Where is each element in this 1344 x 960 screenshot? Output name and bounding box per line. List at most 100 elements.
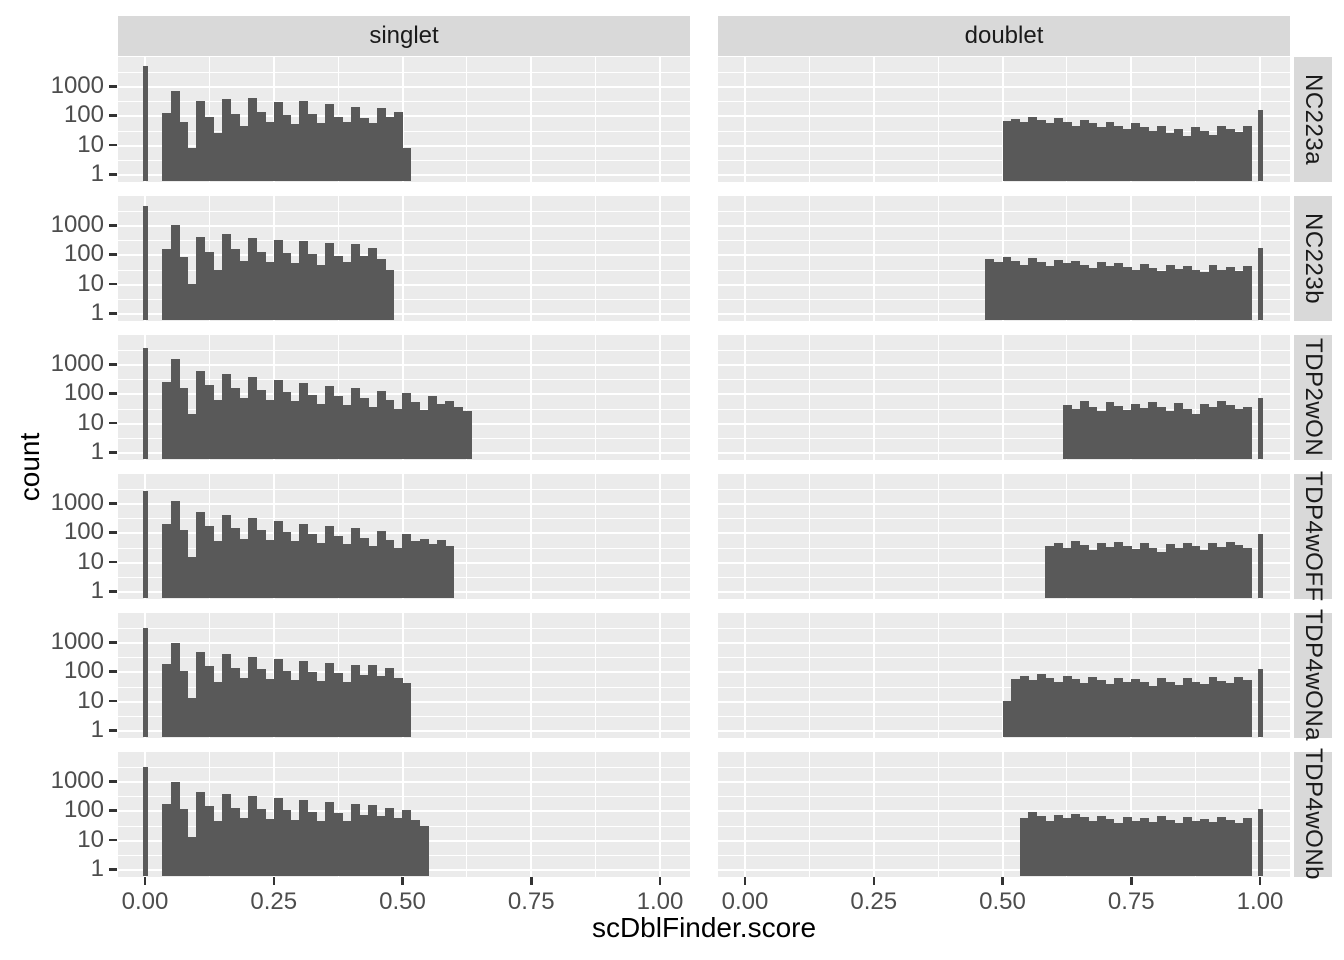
histogram-bar: [1156, 551, 1166, 598]
histogram-bar: [1174, 268, 1184, 320]
histogram-bar: [993, 262, 1003, 320]
gridline-major: [718, 115, 1290, 118]
facet-strip-TDP2wON: TDP2wON: [1294, 335, 1332, 460]
gridline-minor: [718, 686, 1290, 688]
y-tick-mark: [109, 670, 117, 673]
histogram-bar: [1045, 123, 1055, 181]
histogram-bar: [325, 662, 335, 737]
gridline-minor: [595, 57, 597, 182]
histogram-bar: [1105, 546, 1115, 598]
histogram-bar: [350, 804, 360, 876]
histogram-bar: [333, 536, 343, 598]
gridline-minor: [1195, 57, 1197, 182]
histogram-bar: [350, 244, 360, 320]
histogram-bar: [162, 523, 172, 598]
histogram-bar: [265, 262, 275, 320]
histogram-bar: [1019, 264, 1029, 320]
histogram-bar: [187, 147, 197, 181]
histogram-bar: [1225, 128, 1235, 181]
y-tick-label: 100: [63, 518, 104, 546]
histogram-bar: [205, 806, 215, 876]
y-tick-label: 1000: [50, 211, 104, 239]
histogram-bar: [299, 800, 309, 876]
gridline-major: [118, 254, 690, 257]
x-tick-label: 0.00: [721, 888, 769, 915]
gridline-major: [872, 57, 875, 182]
histogram-bar: [282, 670, 292, 737]
histogram-bar: [308, 811, 318, 876]
x-tick-label: 0.75: [507, 888, 555, 915]
histogram-bar: [1148, 130, 1158, 181]
panel-TDP2wON-doublet: [718, 335, 1290, 460]
histogram-bar: [196, 236, 206, 320]
x-tick-label: 0.50: [379, 888, 426, 915]
histogram-bar: [1242, 266, 1252, 320]
histogram-bar: [1157, 406, 1166, 459]
histogram-bar: [1165, 411, 1175, 459]
histogram-bar: [1011, 260, 1021, 320]
gridline-minor: [808, 196, 810, 321]
y-tick-mark: [109, 590, 117, 593]
histogram-bar: [350, 388, 360, 459]
y-tick-label: 1000: [50, 72, 104, 100]
histogram-bar: [462, 411, 472, 459]
histogram-bar: [1096, 542, 1106, 598]
histogram-bar: [282, 115, 292, 181]
histogram-bar: [1002, 700, 1012, 737]
histogram-bar: [1174, 402, 1184, 459]
histogram-bar: [342, 121, 352, 181]
y-tick-label: 10: [77, 130, 104, 158]
histogram-bar: [368, 665, 378, 737]
histogram-bar: [1062, 263, 1072, 320]
gridline-major: [1001, 613, 1004, 738]
histogram-bar: [1105, 683, 1115, 737]
histogram-bar: [1036, 119, 1046, 181]
histogram-bar: [325, 802, 335, 876]
histogram-bar: [359, 814, 369, 876]
gridline-minor: [718, 825, 1290, 827]
histogram-bar: [1165, 264, 1175, 320]
gridline-major: [118, 671, 690, 674]
histogram-bar: [1045, 266, 1055, 320]
histogram-bar: [1165, 544, 1175, 598]
histogram-bar: [316, 264, 326, 320]
histogram-bar: [1122, 545, 1132, 598]
gridline-minor: [1195, 196, 1197, 321]
histogram-bar: [1148, 402, 1158, 459]
histogram-bar: [1096, 815, 1106, 876]
gridline-minor: [118, 101, 690, 103]
histogram-bar: [1148, 685, 1158, 737]
gridline-minor: [595, 335, 597, 460]
histogram-bar: [1191, 269, 1201, 320]
gridline-major: [530, 196, 533, 321]
gridline-minor: [466, 335, 468, 460]
gridline-major: [118, 115, 690, 118]
histogram-bar: [282, 810, 292, 876]
histogram-bar: [1182, 266, 1192, 320]
gridline-major: [530, 335, 533, 460]
histogram-bar: [1157, 125, 1166, 181]
histogram-bar: [290, 541, 300, 598]
y-tick-mark: [109, 560, 117, 564]
histogram-bar: [385, 116, 395, 181]
histogram-bar: [290, 124, 300, 181]
histogram-bar: [170, 225, 180, 320]
histogram-bar: [1139, 818, 1149, 876]
histogram-bar: [1122, 128, 1132, 181]
histogram-bar: [308, 534, 318, 598]
facet-strip-TDP4wONb: TDP4wONb: [1294, 748, 1332, 881]
facet-strip-TDP4wONa: TDP4wONa: [1294, 609, 1332, 742]
histogram-bar: [368, 123, 378, 181]
histogram-bar: [1096, 262, 1106, 320]
gridline-major: [530, 474, 533, 599]
gridline-major: [718, 532, 1290, 535]
histogram-bar: [256, 252, 266, 320]
histogram-bar: [402, 810, 412, 876]
gridline-minor: [1195, 474, 1197, 599]
histogram-bar: [1131, 269, 1141, 320]
histogram-bar: [1045, 677, 1055, 737]
histogram-bar: [1199, 272, 1209, 320]
gridline-major: [718, 364, 1290, 367]
x-tick-label: 0.25: [850, 888, 898, 915]
gridline-major: [718, 503, 1290, 506]
